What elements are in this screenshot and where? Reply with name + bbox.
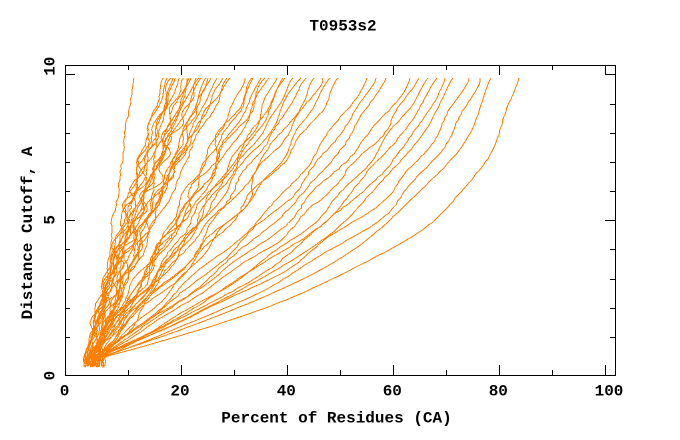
svg-text:Percent of Residues (CA): Percent of Residues (CA) <box>221 410 451 428</box>
svg-text:40: 40 <box>277 383 296 401</box>
svg-text:0: 0 <box>42 371 60 381</box>
svg-text:Distance Cutoff, A: Distance Cutoff, A <box>19 146 37 319</box>
svg-text:10: 10 <box>42 57 60 76</box>
svg-text:80: 80 <box>489 383 508 401</box>
svg-text:0: 0 <box>60 383 70 401</box>
svg-text:T0953s2: T0953s2 <box>309 18 376 36</box>
svg-text:20: 20 <box>170 383 189 401</box>
svg-text:60: 60 <box>383 383 402 401</box>
svg-text:100: 100 <box>595 383 624 401</box>
svg-text:5: 5 <box>42 215 60 225</box>
